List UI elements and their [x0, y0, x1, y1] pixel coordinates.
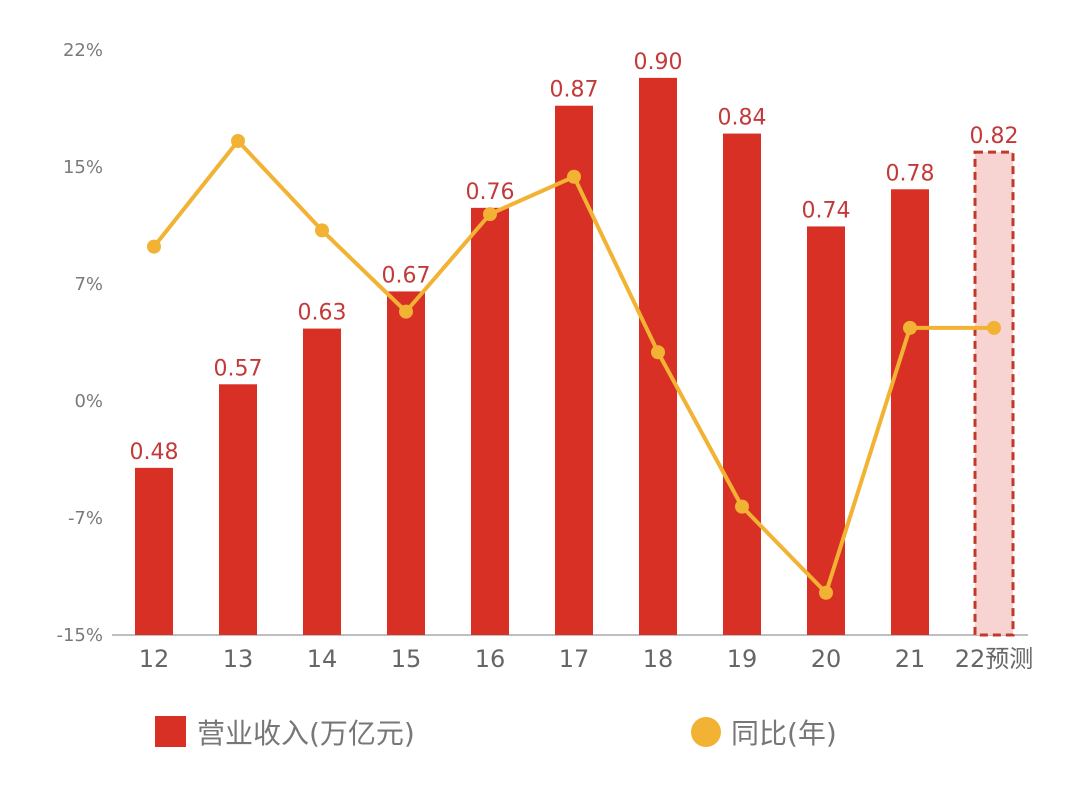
bar: [387, 291, 425, 635]
y-tick-label: 0%: [74, 391, 103, 412]
growth-point: [651, 345, 665, 360]
bar-data-label: 0.76: [466, 180, 515, 205]
x-tick-label: 17: [559, 645, 590, 673]
bar-data-label: 0.78: [886, 161, 935, 186]
x-tick-label: 14: [307, 645, 338, 673]
x-tick-label: 13: [223, 645, 254, 673]
growth-point: [819, 585, 833, 600]
bar: [303, 328, 341, 635]
legend-bar-label: 营业收入(万亿元): [197, 717, 415, 750]
growth-point: [147, 239, 161, 254]
growth-point: [567, 169, 581, 184]
bar-data-label: 0.63: [298, 301, 347, 326]
bar-data-label: 0.74: [802, 198, 851, 223]
growth-line-series: [147, 134, 1001, 600]
bar: [555, 105, 593, 635]
y-tick-label: -15%: [56, 625, 103, 646]
x-axis-ticks: 12 13 14 15 16 17 18 19 20 21 22预测: [139, 645, 1034, 673]
y-tick-label: -7%: [68, 508, 103, 529]
y-axis-ticks: 22% 15% 7% 0% -7% -15%: [56, 40, 103, 646]
bar-labels: 0.48 0.57 0.63 0.67 0.76 0.87 0.90 0.84 0.74 0.78…: [130, 50, 1019, 465]
growth-point: [903, 320, 917, 335]
legend: 营业收入(万亿元) 同比(年): [155, 716, 837, 750]
growth-point: [231, 134, 245, 148]
bar-data-label: 0.84: [718, 106, 767, 131]
growth-point: [315, 223, 329, 238]
legend-line-label: 同比(年): [731, 717, 837, 750]
growth-point: [483, 207, 497, 222]
x-tick-label: 22预测: [955, 645, 1034, 673]
x-tick-label: 21: [895, 645, 926, 673]
y-tick-label: 15%: [63, 157, 103, 178]
growth-point: [735, 499, 749, 514]
x-tick-label: 15: [391, 645, 422, 673]
bar: [723, 133, 761, 636]
bar-data-label: 0.87: [550, 78, 599, 103]
x-tick-label: 20: [811, 645, 842, 673]
growth-point: [987, 320, 1001, 335]
bar-data-label: 0.90: [634, 50, 683, 75]
x-tick-label: 19: [727, 645, 758, 673]
bar-data-label: 0.82: [970, 124, 1019, 149]
bar: [807, 226, 845, 635]
bar: [891, 189, 929, 636]
x-tick-label: 16: [475, 645, 506, 673]
x-tick-label: 18: [643, 645, 674, 673]
x-tick-label: 12: [139, 645, 170, 673]
bar: [471, 207, 509, 635]
bar-forecast: [973, 150, 1015, 637]
bar: [135, 467, 173, 635]
bars: [135, 77, 1015, 637]
legend-line-swatch: [691, 717, 721, 747]
bar-data-label: 0.67: [382, 263, 431, 288]
y-tick-label: 7%: [74, 274, 103, 295]
bar-data-label: 0.57: [214, 356, 263, 381]
bar: [219, 384, 257, 635]
growth-point: [399, 304, 413, 319]
y-tick-label: 22%: [63, 40, 103, 61]
bar-data-label: 0.48: [130, 440, 179, 465]
legend-bar-swatch: [155, 716, 186, 747]
